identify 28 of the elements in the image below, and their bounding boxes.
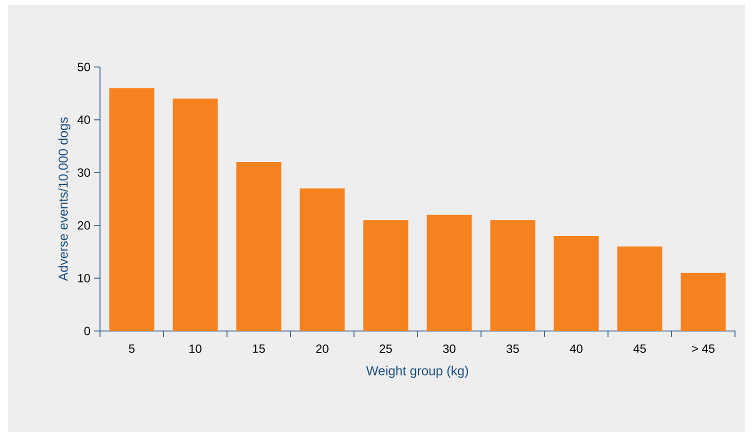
y-tick-label: 30 xyxy=(78,168,90,177)
x-tick-label: 5 xyxy=(128,344,135,353)
bar xyxy=(109,88,154,331)
y-tick-label: 20 xyxy=(78,221,90,230)
y-axis-title: Adverse events/10,000 dogs xyxy=(58,117,70,282)
x-tick-label: 40 xyxy=(570,344,582,353)
bar xyxy=(426,214,472,331)
bar xyxy=(172,98,218,331)
bar xyxy=(300,188,345,331)
y-tick-label: 0 xyxy=(84,326,90,336)
bar xyxy=(554,236,599,331)
bar xyxy=(490,220,536,331)
y-tick-label: 40 xyxy=(77,116,90,124)
bar xyxy=(236,162,282,331)
bar xyxy=(680,272,726,331)
bar xyxy=(617,246,662,331)
y-tick-label: 10 xyxy=(78,274,90,282)
x-tick-label: 15 xyxy=(253,344,265,353)
x-tick-label: 45 xyxy=(633,344,646,353)
x-tick-label: > 45 xyxy=(692,344,715,353)
x-tick-label: 10 xyxy=(190,344,202,353)
bar xyxy=(363,220,408,331)
x-tick-label: 30 xyxy=(443,344,456,353)
x-tick-label: 25 xyxy=(380,344,392,353)
x-axis-title: Weight group (kg) xyxy=(366,366,468,378)
y-tick-label: 50 xyxy=(78,62,90,72)
x-tick-label: 35 xyxy=(506,344,519,353)
x-tick-label: 20 xyxy=(316,344,328,353)
